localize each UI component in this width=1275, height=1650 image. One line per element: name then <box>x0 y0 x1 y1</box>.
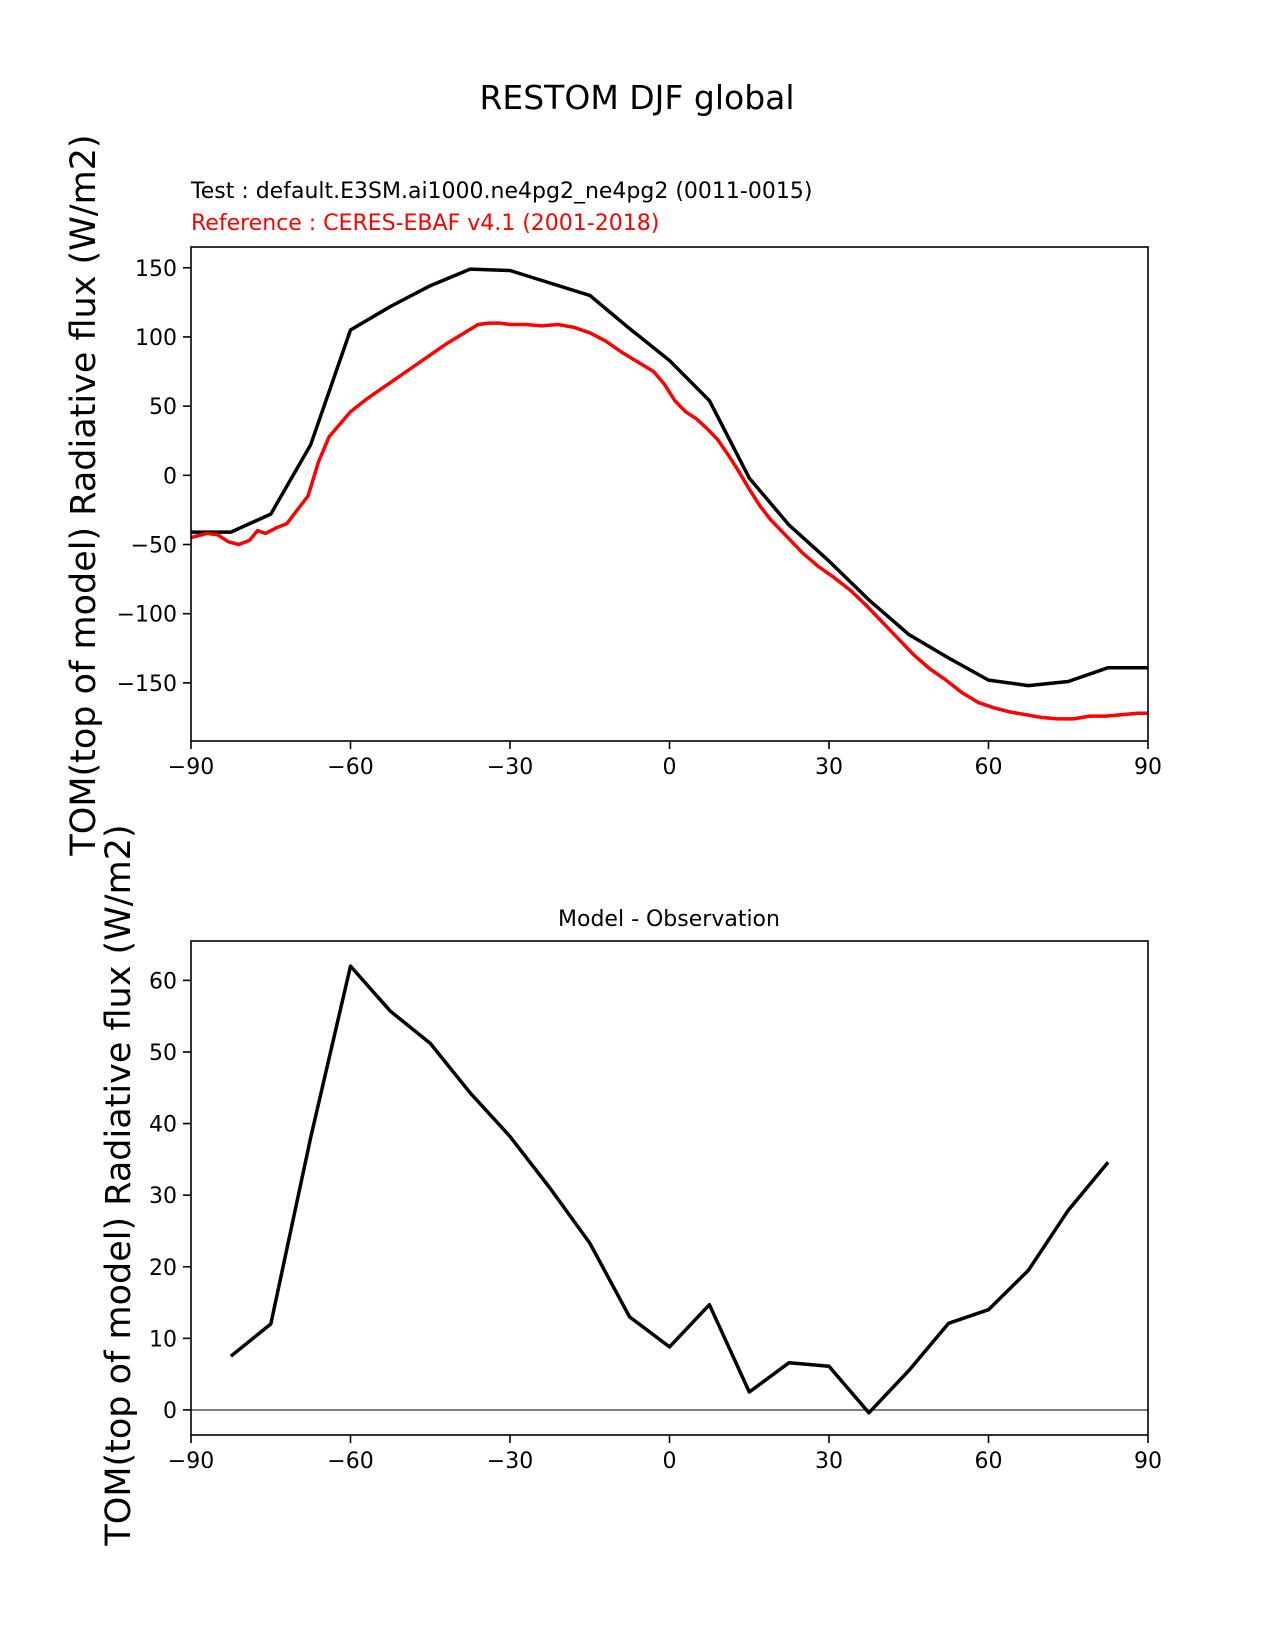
y-tick-label: 0 <box>163 464 177 489</box>
bottom-panel-ylabel: TOM(top of model) Radiative flux (W/m2) <box>99 824 139 1546</box>
x-tick-label: 60 <box>975 1449 1003 1474</box>
y-tick-label: 20 <box>149 1256 177 1281</box>
x-tick-label: 90 <box>1134 1449 1162 1474</box>
y-tick-label: 50 <box>149 1041 177 1066</box>
reference-label: Reference : CERES-EBAF v4.1 (2001-2018) <box>191 211 659 236</box>
x-tick-label: −60 <box>327 755 373 780</box>
figure-suptitle: RESTOM DJF global <box>479 78 794 117</box>
bottom-panel: Model - Observation TOM(top of model) Ra… <box>99 824 1162 1546</box>
axes-frame <box>190 246 1149 742</box>
x-tick-label: 60 <box>975 755 1003 780</box>
x-tick-label: −60 <box>327 1449 373 1474</box>
x-tick-label: −90 <box>168 755 214 780</box>
y-tick-label: 0 <box>163 1399 177 1424</box>
y-tick-label: 50 <box>149 395 177 420</box>
y-tick-label: 150 <box>135 257 177 282</box>
reference-series-line <box>190 321 1148 721</box>
x-tick-label: −30 <box>487 755 533 780</box>
x-tick-label: 0 <box>663 1449 677 1474</box>
y-tick-label: 100 <box>135 326 177 351</box>
x-tick-label: 90 <box>1134 755 1162 780</box>
x-tick-label: −90 <box>168 1449 214 1474</box>
x-tick-label: −30 <box>487 1449 533 1474</box>
x-tick-label: 30 <box>815 755 843 780</box>
y-tick-label: −150 <box>117 672 177 697</box>
y-tick-label: 40 <box>149 1113 177 1138</box>
top-panel: TOM(top of model) Radiative flux (W/m2) … <box>64 134 1162 856</box>
y-tick-label: −100 <box>117 603 177 628</box>
y-tick-label: 60 <box>149 969 177 994</box>
top-panel-ylabel: TOM(top of model) Radiative flux (W/m2) <box>64 134 104 856</box>
y-tick-label: 10 <box>149 1327 177 1352</box>
axes-frame <box>190 940 1149 1436</box>
test-label: Test : default.E3SM.ai1000.ne4pg2_ne4pg2… <box>190 179 812 204</box>
x-tick-label: 30 <box>815 1449 843 1474</box>
bottom-panel-title: Model - Observation <box>558 907 780 932</box>
y-tick-label: 30 <box>149 1184 177 1209</box>
test-series-line <box>191 267 1148 688</box>
y-tick-label: −50 <box>131 534 177 559</box>
difference-series-line <box>229 964 1110 1415</box>
x-tick-label: 0 <box>663 755 677 780</box>
